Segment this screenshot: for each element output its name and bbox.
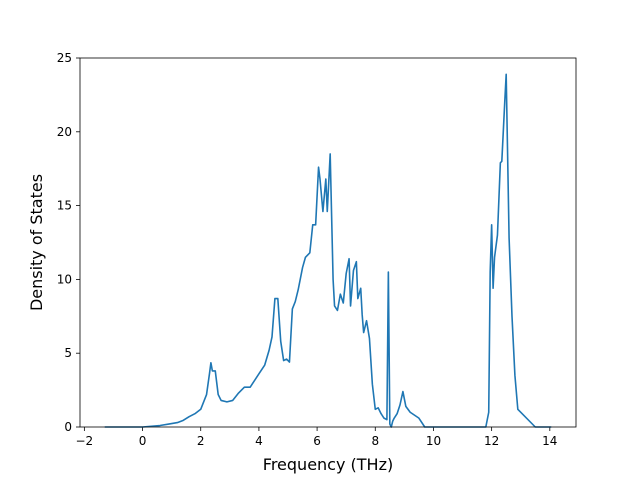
x-tick-label: 2	[197, 434, 205, 448]
y-tick-label: 10	[57, 272, 72, 286]
y-tick-label: 20	[57, 125, 72, 139]
y-tick-label: 15	[57, 199, 72, 213]
x-tick-label: 12	[484, 434, 499, 448]
y-axis-label: Density of States	[27, 174, 46, 311]
plot-frame	[79, 57, 577, 428]
x-tick-label: 6	[313, 434, 321, 448]
series-line	[104, 73, 552, 428]
x-axis-ticks: −2 0 2 4 6 8 10 12 14	[76, 427, 557, 448]
x-tick-label: 14	[542, 434, 557, 448]
x-tick-label: 8	[371, 434, 379, 448]
y-axis-ticks: 0 5 10 15 20 25	[57, 51, 80, 434]
x-tick-label: 10	[426, 434, 441, 448]
x-tick-label: −2	[76, 434, 94, 448]
x-tick-label: 0	[139, 434, 147, 448]
y-tick-label: 5	[64, 346, 72, 360]
x-axis-label: Frequency (THz)	[263, 455, 393, 474]
y-tick-label: 25	[57, 51, 72, 65]
y-tick-label: 0	[64, 420, 72, 434]
x-tick-label: 4	[255, 434, 263, 448]
